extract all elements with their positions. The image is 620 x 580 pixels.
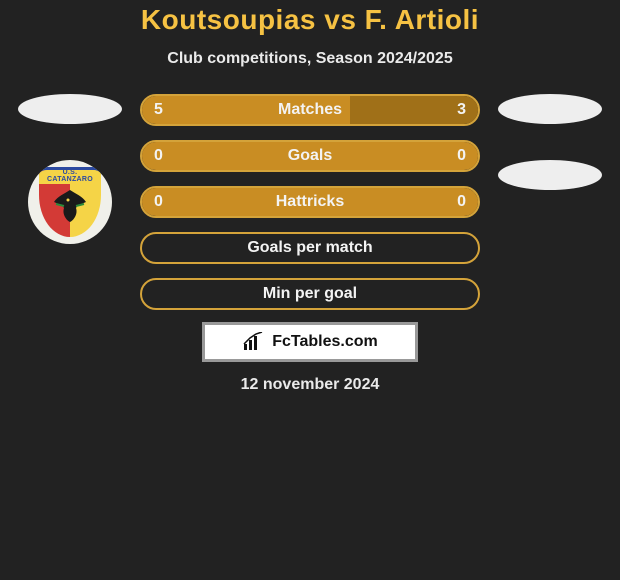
stat-row: Goals per match: [140, 232, 480, 264]
stat-row: Min per goal: [140, 278, 480, 310]
stat-right-value: 3: [457, 101, 466, 119]
stat-bars: 5 3 Matches 0 0 Goals 0 0 Hattricks Goals per mat…: [140, 92, 480, 310]
stat-left-value: 0: [154, 193, 163, 211]
stat-label: Matches: [278, 101, 342, 119]
stat-label: Min per goal: [263, 285, 357, 303]
stat-row: 0 0 Hattricks: [140, 186, 480, 218]
date-text: 12 november 2024: [0, 376, 620, 394]
stat-row: 5 3 Matches: [140, 94, 480, 126]
comparison-card: Koutsoupias vs F. Artioli Club competiti…: [0, 0, 620, 394]
right-player-placeholder-1: [498, 94, 602, 124]
left-column: U.S. CATANZARO: [18, 92, 122, 244]
stats-area: U.S. CATANZARO 5 3 Matches 0 0 Goals 0 0 Hattric…: [0, 92, 620, 310]
left-club-crest: U.S. CATANZARO: [28, 160, 112, 244]
crest-text: U.S. CATANZARO: [39, 168, 101, 184]
bar-fill-right: [310, 142, 478, 170]
stat-label: Hattricks: [276, 193, 344, 211]
stat-label: Goals per match: [247, 239, 372, 257]
stat-left-value: 0: [154, 147, 163, 165]
stat-left-value: 5: [154, 101, 163, 119]
stat-row: 0 0 Goals: [140, 140, 480, 172]
left-player-placeholder-1: [18, 94, 122, 124]
stat-right-value: 0: [457, 193, 466, 211]
badge-text: FcTables.com: [272, 333, 378, 351]
stat-right-value: 0: [457, 147, 466, 165]
subtitle: Club competitions, Season 2024/2025: [0, 50, 620, 68]
chart-icon: [242, 332, 266, 352]
bar-fill-left: [142, 142, 310, 170]
page-title: Koutsoupias vs F. Artioli: [0, 4, 620, 36]
eagle-icon: [48, 184, 92, 228]
stat-label: Goals: [288, 147, 332, 165]
source-badge[interactable]: FcTables.com: [202, 322, 418, 362]
right-column: [498, 92, 602, 190]
right-player-placeholder-2: [498, 160, 602, 190]
